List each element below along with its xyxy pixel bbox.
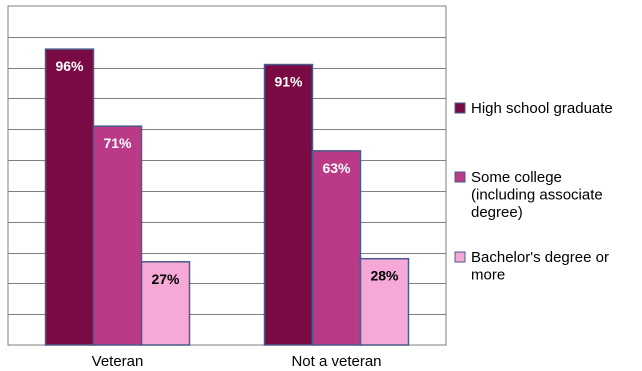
bar [44, 48, 95, 346]
data-label: 91% [274, 74, 303, 90]
x-axis: Veteran Not a veteran [92, 353, 382, 370]
legend-label: (including associate [471, 187, 603, 204]
bars [44, 48, 410, 346]
legend-swatch [454, 171, 466, 183]
legend-entry: High school graduate [454, 100, 613, 117]
data-label: 28% [370, 268, 399, 284]
legend: High school graduate Some college(includi… [454, 100, 613, 284]
data-label: 27% [151, 271, 180, 287]
bar [311, 150, 362, 346]
legend-label: Some college [471, 169, 562, 186]
data-labels: 96% 71% 27% 91% 63% 28% [55, 58, 399, 287]
legend-label: High school graduate [471, 100, 613, 117]
plot-area: 96% 71% 27% 91% 63% 28% [7, 5, 447, 346]
legend-swatch [454, 251, 466, 263]
legend-swatch [454, 102, 466, 114]
data-label: 71% [103, 135, 132, 151]
legend-label: Bachelor's degree or [471, 249, 609, 266]
data-label: 63% [322, 160, 351, 176]
bar [92, 125, 143, 346]
x-tick-label: Veteran [92, 353, 144, 370]
legend-label: more [471, 267, 505, 284]
bar [140, 261, 191, 346]
x-tick-label: Not a veteran [291, 353, 381, 370]
data-label: 96% [55, 58, 84, 74]
legend-label: degree) [471, 204, 523, 221]
bar [359, 257, 410, 346]
bar [263, 63, 314, 346]
